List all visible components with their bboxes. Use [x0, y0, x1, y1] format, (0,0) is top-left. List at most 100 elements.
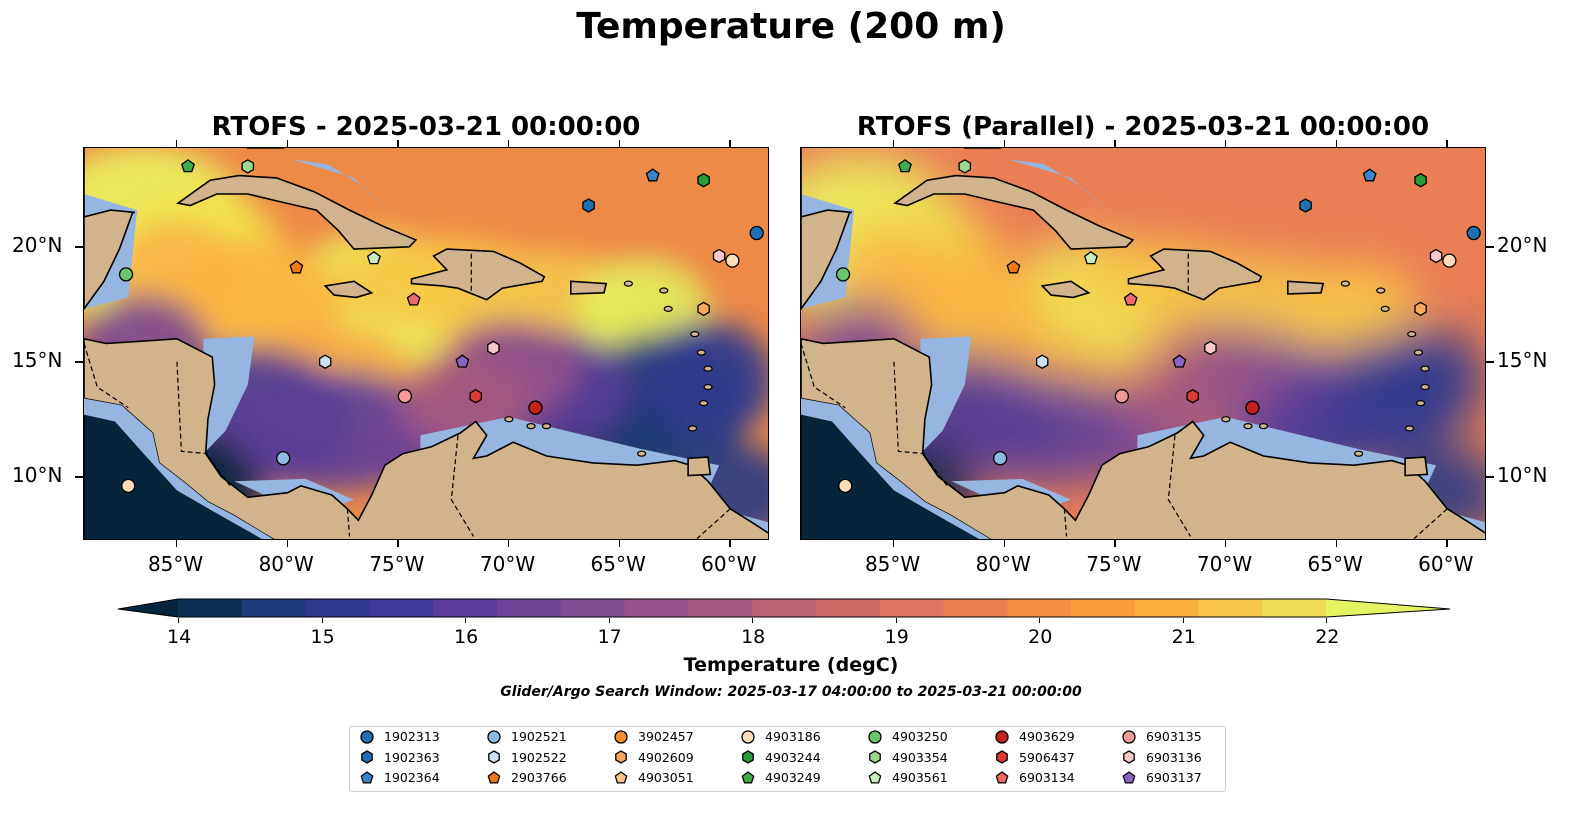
hexagon-marker-icon [996, 750, 1008, 764]
float-marker-1902522[interactable] [318, 354, 332, 369]
lat-tick-mark [1486, 245, 1494, 248]
legend-marker[interactable] [742, 750, 754, 764]
colorbar-tick-label: 22 [1315, 626, 1340, 648]
legend-marker[interactable] [614, 729, 628, 744]
float-marker-1902363[interactable] [582, 198, 595, 213]
float-marker-6903135[interactable] [1114, 389, 1130, 404]
legend-label: 4903354 [892, 749, 948, 765]
float-marker-4903354[interactable] [958, 159, 972, 174]
legend-marker[interactable] [996, 750, 1008, 764]
float-marker-6903136[interactable] [487, 340, 500, 356]
legend-item: 4903629 [995, 729, 1075, 744]
float-marker-6903135[interactable] [397, 389, 413, 404]
legend-marker[interactable] [615, 750, 627, 764]
legend-marker[interactable] [1122, 729, 1136, 744]
circle-marker-icon [995, 729, 1009, 744]
legend-marker[interactable] [869, 750, 881, 764]
float-marker-2903766[interactable] [1006, 260, 1021, 274]
legend-marker[interactable] [995, 729, 1009, 744]
legend-marker[interactable] [487, 729, 501, 744]
colorbar-tick-mark [321, 618, 323, 623]
lon-tick-label: 75°W [369, 552, 425, 576]
float-marker-4903244[interactable] [697, 172, 710, 188]
legend-marker[interactable] [741, 770, 755, 784]
legend-marker[interactable] [360, 770, 374, 784]
legend-item: 1902521 [487, 729, 567, 744]
float-marker-4903354[interactable] [241, 159, 255, 174]
legend-marker[interactable] [360, 729, 374, 744]
float-marker-4902609[interactable] [697, 301, 710, 317]
legend-item: 6903136 [1122, 750, 1202, 765]
float-marker-1902313[interactable] [749, 225, 764, 241]
legend-item: 4903186 [741, 729, 821, 744]
colorbar-segment [305, 599, 370, 617]
float-marker-5906437[interactable] [469, 388, 482, 404]
float-marker-4903629[interactable] [1245, 400, 1260, 415]
lon-tick-mark [507, 540, 510, 547]
pentagon-marker-icon [360, 770, 374, 784]
float-marker-1902363[interactable] [1299, 198, 1312, 213]
colorbar-segment [624, 599, 689, 617]
float-marker-1902522[interactable] [1035, 354, 1049, 369]
float-marker-6903136[interactable] [1204, 340, 1217, 356]
float-marker-6903136[interactable] [712, 248, 726, 264]
legend-marker[interactable] [1122, 770, 1136, 784]
float-marker-1902364[interactable] [1362, 168, 1377, 182]
legend-marker[interactable] [1123, 750, 1135, 764]
float-marker-4903186[interactable] [725, 253, 740, 268]
float-marker-4903186[interactable] [121, 478, 136, 493]
float-marker-4902609[interactable] [1414, 301, 1427, 317]
float-marker-4903244[interactable] [1414, 172, 1427, 188]
lat-tick-label: 15°N [1497, 347, 1548, 372]
legend-item: 1902522 [487, 750, 567, 765]
colorbar-segment [560, 599, 626, 617]
legend-label: 6903136 [1146, 749, 1202, 765]
circle-marker-icon [614, 729, 628, 744]
panel-title-left: RTOFS - 2025-03-21 00:00:00 [211, 112, 641, 142]
colorbar-segment [496, 599, 562, 617]
legend-marker[interactable] [868, 770, 882, 784]
colorbar-tick-mark [752, 618, 754, 623]
lat-tick-label: 10°N [1497, 462, 1548, 487]
legend-item: 2903766 [487, 770, 567, 785]
float-marker-4903186[interactable] [838, 478, 853, 493]
float-marker-4903561[interactable] [366, 250, 381, 265]
legend-marker[interactable] [741, 729, 755, 744]
legend-marker[interactable] [614, 770, 628, 784]
float-marker-4903249[interactable] [898, 159, 912, 173]
float-marker-1902364[interactable] [645, 168, 660, 182]
legend-marker[interactable] [361, 750, 373, 764]
float-marker-4903250[interactable] [118, 267, 134, 282]
float-marker-1902521[interactable] [276, 451, 291, 466]
float-marker-4903250[interactable] [835, 267, 851, 282]
legend-label: 6903135 [1146, 729, 1202, 744]
float-marker-5906437[interactable] [1186, 388, 1199, 404]
legend-label: 1902313 [384, 729, 440, 744]
float-marker-6903134[interactable] [1123, 292, 1138, 306]
colorbar-tick-mark [1182, 618, 1184, 623]
legend-marker[interactable] [868, 729, 882, 744]
float-marker-4903249[interactable] [181, 159, 195, 173]
lat-tick-label: 15°N [12, 347, 63, 372]
lon-tick-mark [1335, 540, 1338, 547]
float-marker-4903629[interactable] [528, 400, 543, 415]
colorbar-tick-mark [465, 618, 467, 623]
lon-tick-label: 70°W [479, 552, 536, 576]
float-marker-1902313[interactable] [1466, 225, 1481, 241]
float-marker-6903137[interactable] [455, 354, 470, 368]
legend-item: 1902363 [360, 750, 440, 765]
float-marker-1902521[interactable] [993, 451, 1008, 466]
float-marker-6903134[interactable] [406, 292, 421, 306]
float-marker-4903186[interactable] [1442, 253, 1457, 268]
float-marker-2903766[interactable] [289, 260, 304, 274]
float-marker-4903561[interactable] [1083, 250, 1098, 265]
colorbar-segment [369, 599, 434, 617]
legend-label: 4903250 [892, 729, 948, 744]
colorbar-segment [178, 599, 243, 617]
float-marker-6903137[interactable] [1172, 354, 1187, 368]
legend-marker[interactable] [995, 770, 1009, 784]
lon-tick-mark [1114, 140, 1116, 147]
legend-marker[interactable] [487, 770, 501, 784]
float-marker-6903136[interactable] [1429, 248, 1443, 264]
legend-marker[interactable] [488, 750, 500, 764]
